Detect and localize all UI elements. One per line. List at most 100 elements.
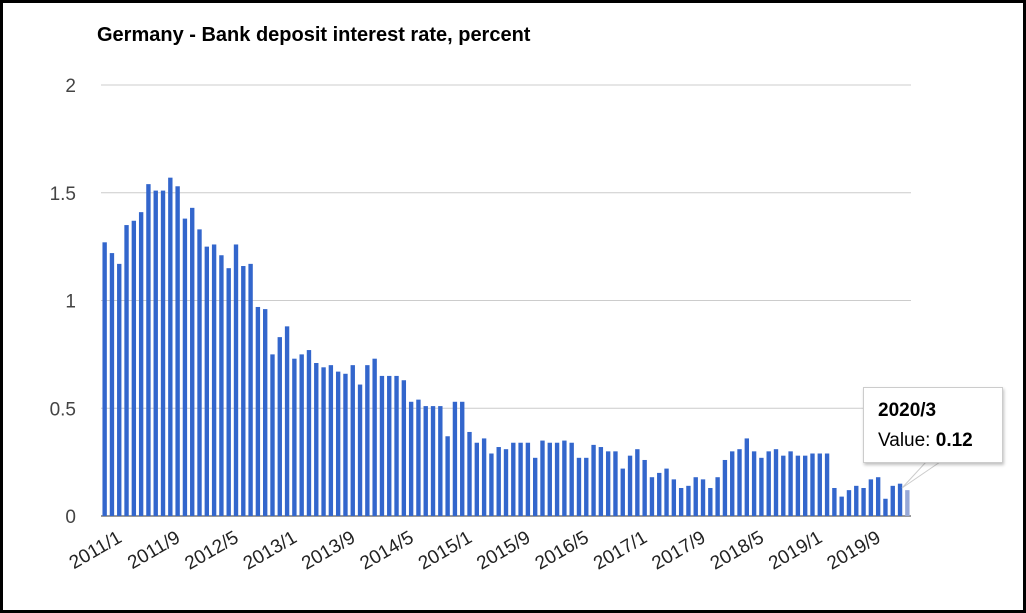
bar-2012/4[interactable] <box>211 244 217 516</box>
bar-2011/10[interactable] <box>168 177 173 516</box>
bar-2019/12[interactable] <box>883 498 888 516</box>
bar-2019/3[interactable] <box>817 453 822 517</box>
bar-2016/7[interactable] <box>584 457 589 516</box>
bar-2013/3[interactable] <box>292 358 297 516</box>
bar-2013/1[interactable] <box>277 337 282 516</box>
bar-2012/3[interactable] <box>204 246 209 517</box>
bar-2019/2[interactable] <box>810 453 815 517</box>
bar-2013/6[interactable] <box>314 363 319 516</box>
bar-2016/1[interactable] <box>540 440 545 516</box>
bar-2015/6[interactable] <box>489 453 494 517</box>
bar-2017/1[interactable] <box>627 455 633 516</box>
bar-2020/1[interactable] <box>890 485 895 516</box>
bar-2014/5[interactable] <box>394 375 399 516</box>
bar-2018/1[interactable] <box>715 477 720 516</box>
bar-2011/3[interactable] <box>117 263 122 516</box>
bar-2014/3[interactable] <box>379 375 385 516</box>
bar-2014/1[interactable] <box>365 365 370 516</box>
bar-2017/11[interactable] <box>700 479 706 516</box>
bar-2018/10[interactable] <box>781 455 786 516</box>
bar-2016/2[interactable] <box>547 442 552 516</box>
bar-2018/6[interactable] <box>751 451 757 516</box>
bar-2015/3[interactable] <box>467 431 472 516</box>
bar-2018/9[interactable] <box>773 449 779 516</box>
bar-2019/6[interactable] <box>839 496 844 516</box>
bar-2013/10[interactable] <box>343 373 348 516</box>
bar-2013/4[interactable] <box>299 354 304 517</box>
bar-2016/6[interactable] <box>576 457 582 516</box>
bar-2019/1[interactable] <box>803 455 808 516</box>
bar-2019/7[interactable] <box>846 490 852 516</box>
bar-2016/11[interactable] <box>613 451 618 516</box>
bar-2017/2[interactable] <box>635 449 640 516</box>
bar-2017/12[interactable] <box>708 487 713 516</box>
bar-2015/11[interactable] <box>525 442 531 516</box>
bar-2015/2[interactable] <box>460 401 465 516</box>
bar-2020/2[interactable] <box>897 483 903 516</box>
bar-2017/8[interactable] <box>678 487 684 516</box>
bar-2017/9[interactable] <box>686 485 691 516</box>
bar-2012/12[interactable] <box>270 354 275 517</box>
bar-2018/2[interactable] <box>722 459 728 516</box>
bar-2019/5[interactable] <box>832 487 837 516</box>
bar-2011/8[interactable] <box>153 190 158 516</box>
bar-2015/8[interactable] <box>503 449 509 516</box>
bar-2014/10[interactable] <box>430 406 436 516</box>
bar-2011/4[interactable] <box>124 225 129 516</box>
bar-2011/1[interactable] <box>102 242 107 516</box>
bar-2012/10[interactable] <box>255 306 261 516</box>
bar-2017/5[interactable] <box>657 472 662 516</box>
bar-2011/11[interactable] <box>175 186 180 516</box>
bar-2014/11[interactable] <box>438 406 443 516</box>
bar-2019/10[interactable] <box>868 479 874 516</box>
bar-2015/9[interactable] <box>511 442 516 516</box>
bar-2011/12[interactable] <box>182 218 188 517</box>
bar-2019/4[interactable] <box>824 453 830 517</box>
bar-2018/4[interactable] <box>737 449 742 516</box>
bar-2013/9[interactable] <box>335 371 341 516</box>
bar-2016/3[interactable] <box>554 442 560 516</box>
bar-2011/2[interactable] <box>109 253 115 516</box>
bar-2018/8[interactable] <box>766 451 771 516</box>
bar-2018/11[interactable] <box>788 451 793 516</box>
bar-2013/12[interactable] <box>357 384 363 516</box>
bar-2015/12[interactable] <box>533 457 538 516</box>
bar-2014/6[interactable] <box>401 380 407 516</box>
bar-2012/8[interactable] <box>241 266 246 516</box>
bar-2011/9[interactable] <box>160 190 166 516</box>
bar-2019/8[interactable] <box>854 485 859 516</box>
bar-2013/7[interactable] <box>321 367 326 516</box>
bar-2016/4[interactable] <box>562 440 567 516</box>
bar-2013/5[interactable] <box>306 350 312 516</box>
bar-2019/9[interactable] <box>861 487 866 516</box>
bar-2014/7[interactable] <box>408 401 414 516</box>
bar-2020/3[interactable] <box>905 490 910 516</box>
bar-2019/11[interactable] <box>875 477 881 516</box>
bar-2016/12[interactable] <box>620 468 625 516</box>
bar-2017/4[interactable] <box>649 477 655 516</box>
bar-2012/1[interactable] <box>190 207 195 516</box>
bar-2016/8[interactable] <box>591 444 596 516</box>
bar-2014/8[interactable] <box>416 399 421 516</box>
bar-2011/6[interactable] <box>138 212 144 516</box>
bar-2014/2[interactable] <box>372 358 377 516</box>
bar-2013/11[interactable] <box>350 365 355 516</box>
bar-2013/8[interactable] <box>328 365 334 516</box>
bar-2015/10[interactable] <box>518 442 523 516</box>
bar-2017/7[interactable] <box>671 479 677 516</box>
bar-2011/5[interactable] <box>131 220 137 516</box>
bar-2017/6[interactable] <box>664 468 669 516</box>
bar-2011/7[interactable] <box>146 184 151 516</box>
bar-2012/5[interactable] <box>219 255 224 516</box>
bar-2015/1[interactable] <box>452 401 458 516</box>
bar-2012/9[interactable] <box>248 263 253 516</box>
bar-2014/9[interactable] <box>423 406 428 516</box>
bar-2018/3[interactable] <box>730 451 735 516</box>
bar-2016/9[interactable] <box>598 447 604 516</box>
bar-2012/6[interactable] <box>226 268 231 516</box>
bar-2018/12[interactable] <box>795 455 801 516</box>
bar-2017/10[interactable] <box>693 477 698 516</box>
bar-2015/5[interactable] <box>481 438 487 516</box>
bar-2018/5[interactable] <box>744 438 749 516</box>
bar-2016/10[interactable] <box>605 451 611 516</box>
